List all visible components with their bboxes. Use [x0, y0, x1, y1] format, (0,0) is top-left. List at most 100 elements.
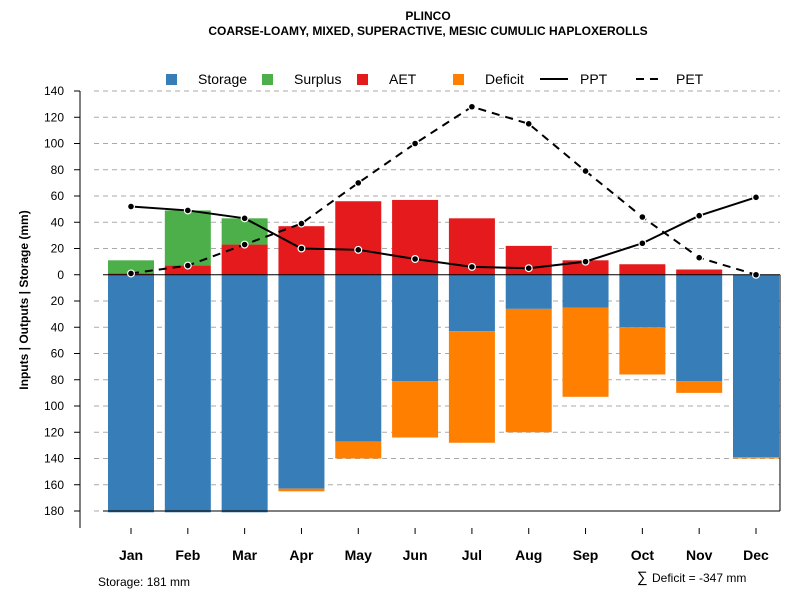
surplus-bar — [221, 218, 268, 245]
deficit-bar — [392, 381, 439, 438]
y-axis-label: Inputs | Outputs | Storage (mm) — [17, 210, 31, 389]
y-tick-label: 140 — [44, 84, 64, 98]
month-label-aug: Aug — [515, 547, 542, 563]
aet-bar — [221, 244, 268, 275]
y-tick-label: 100 — [44, 399, 64, 413]
ppt-point — [240, 214, 249, 223]
pet-point — [411, 139, 420, 148]
pet-point — [183, 261, 192, 270]
y-tick-label: 60 — [51, 189, 65, 203]
pet-point — [695, 253, 704, 262]
lines — [126, 102, 760, 279]
storage-bar — [392, 274, 439, 382]
pet-point — [581, 167, 590, 176]
month-label-sep: Sep — [573, 547, 599, 563]
y-tick-label: 100 — [44, 137, 64, 151]
legend-swatch-surplus — [262, 74, 273, 85]
month-label-apr: Apr — [289, 547, 314, 563]
ppt-point — [297, 244, 306, 253]
legend-swatch-storage — [166, 74, 177, 85]
ppt-point — [581, 257, 590, 266]
storage-bar — [335, 274, 382, 442]
month-label-may: May — [345, 547, 372, 563]
aet-bar — [335, 201, 382, 275]
y-tick-label: 120 — [44, 110, 64, 124]
storage-bar — [733, 274, 779, 458]
ppt-point — [695, 211, 704, 220]
pet-point — [126, 269, 135, 278]
y-tick-label: 20 — [51, 294, 65, 308]
pet-point — [751, 270, 760, 279]
y-tick-label: 20 — [51, 242, 65, 256]
month-label-dec: Dec — [743, 547, 769, 563]
y-tick-label: 80 — [51, 373, 65, 387]
chart-title: PLINCO — [405, 9, 450, 23]
y-tick-label: 80 — [51, 163, 65, 177]
month-label-jul: Jul — [462, 547, 482, 563]
storage-bar — [619, 274, 666, 328]
aet-bar — [676, 269, 723, 275]
y-tick-label: 140 — [44, 452, 64, 466]
storage-bar — [448, 274, 495, 332]
ppt-point — [354, 245, 363, 254]
surplus-bar — [164, 210, 211, 266]
deficit-note: Deficit = -347 mm — [652, 571, 746, 585]
deficit-bar — [335, 441, 382, 459]
y-tick-label: 40 — [51, 320, 65, 334]
ppt-line — [130, 196, 757, 270]
ppt-point — [126, 202, 135, 211]
aet-bar — [619, 264, 666, 275]
pet-point — [354, 178, 363, 187]
storage-bar — [676, 274, 723, 382]
legend-label-deficit: Deficit — [485, 71, 524, 87]
deficit-bar — [278, 488, 325, 492]
month-label-mar: Mar — [232, 547, 257, 563]
ppt-point — [751, 193, 760, 202]
month-label-oct: Oct — [631, 547, 655, 563]
pet-point — [297, 219, 306, 228]
aet-bar — [392, 199, 439, 275]
month-label-feb: Feb — [175, 547, 200, 563]
deficit-bar — [619, 327, 666, 375]
chart-subtitle: COARSE-LOAMY, MIXED, SUPERACTIVE, MESIC … — [208, 24, 647, 38]
pet-point — [467, 102, 476, 111]
legend-swatch-aet — [357, 74, 368, 85]
deficit-bar — [733, 457, 779, 459]
month-label-nov: Nov — [686, 547, 713, 563]
axes: 140 120 100 80 60 40 20 0 20 40 60 80 100 120 140 160 18… — [44, 84, 781, 563]
month-label-jan: Jan — [119, 547, 143, 563]
deficit-bar — [448, 331, 495, 443]
legend-label-ppt: PPT — [580, 71, 608, 87]
legend-label-aet: AET — [389, 71, 417, 87]
pet-point — [638, 213, 647, 222]
legend-label-surplus: Surplus — [294, 71, 341, 87]
y-tick-label: 40 — [51, 215, 65, 229]
pet-point — [240, 240, 249, 249]
deficit-bar — [505, 308, 552, 433]
ppt-point — [524, 264, 533, 273]
legend-swatch-deficit — [453, 74, 464, 85]
y-tick-label: 180 — [44, 504, 64, 518]
deficit-bar — [562, 307, 609, 397]
y-tick-label: 60 — [51, 347, 65, 361]
storage-bar — [108, 274, 154, 513]
storage-bar — [164, 274, 211, 513]
legend-label-pet: PET — [676, 71, 704, 87]
aet-bar — [164, 265, 211, 275]
y-tick-label: 0 — [57, 268, 64, 282]
ppt-point — [467, 262, 476, 271]
y-tick-label: 160 — [44, 478, 64, 492]
storage-bar — [562, 274, 609, 308]
pet-line — [130, 105, 757, 276]
legend-label-storage: Storage — [198, 71, 247, 87]
surplus-bar — [108, 260, 154, 274]
ppt-point — [183, 206, 192, 215]
storage-bar — [221, 274, 268, 513]
bars — [108, 199, 779, 513]
storage-bar — [505, 274, 552, 309]
ppt-point — [638, 239, 647, 248]
deficit-bar — [676, 381, 723, 393]
y-tick-label: 120 — [44, 425, 64, 439]
deficit-sum-symbol: ∑ — [637, 569, 648, 586]
